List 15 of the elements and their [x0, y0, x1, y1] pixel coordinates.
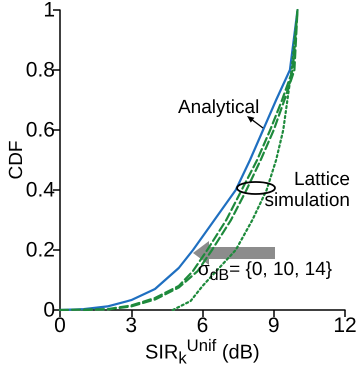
y-tick-label: 1: [43, 0, 55, 22]
y-tick-label: 0: [43, 298, 55, 322]
y-tick-label: 0.2: [26, 238, 55, 262]
y-tick-label: 0.6: [26, 118, 55, 142]
y-tick-label: 0.8: [26, 58, 55, 82]
x-tick-label: 3: [125, 314, 138, 337]
y-tick-label: 0.4: [26, 178, 56, 202]
x-tick-label: 12: [333, 314, 357, 337]
annotation: Analytical: [178, 97, 260, 119]
x-tick-label: 6: [196, 314, 208, 337]
x-tick-label: 9: [268, 314, 280, 337]
annotation: Lattice simulation: [263, 169, 350, 212]
y-axis-title: CDF: [6, 140, 27, 180]
annotation: σ$_{dB}$= {0, 10, 14}: [198, 259, 332, 284]
x-axis-title: SIR$_{k}$$^{Unif}$ (dB): [145, 336, 260, 367]
